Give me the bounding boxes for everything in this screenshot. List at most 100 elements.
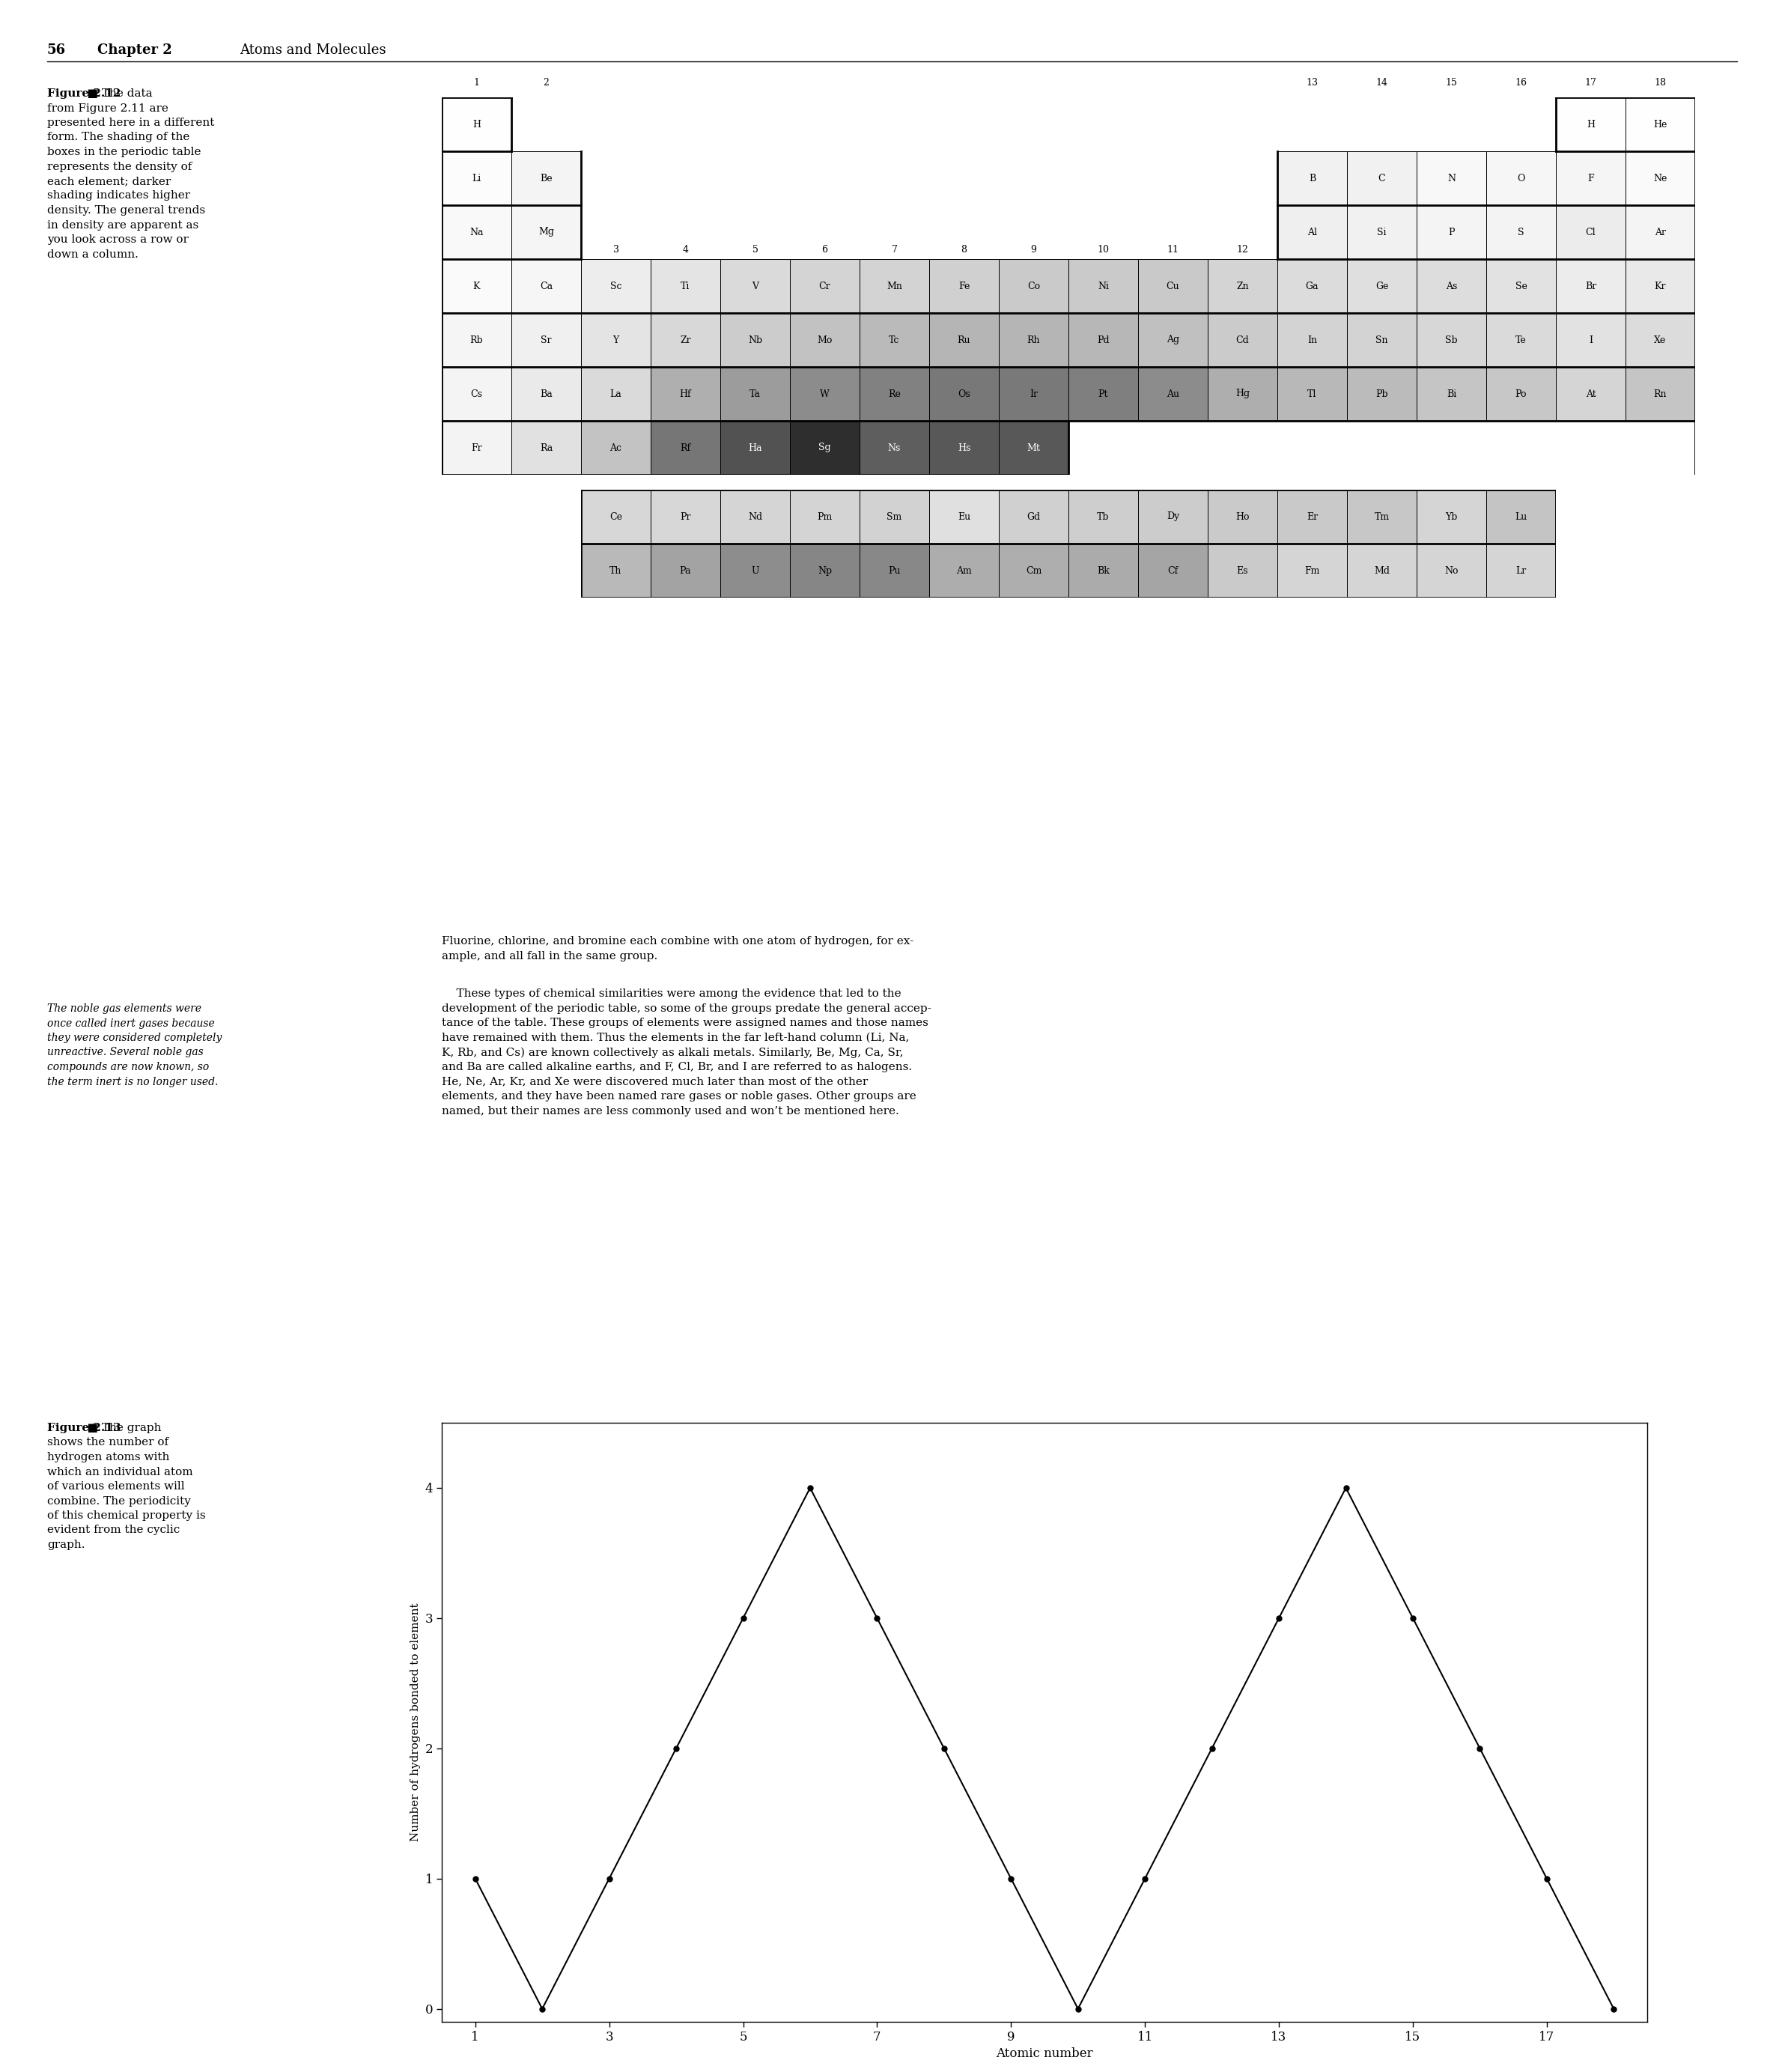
Text: 13: 13 [1307, 79, 1317, 87]
Bar [791, 367, 860, 421]
Bar [441, 259, 511, 313]
Text: Al: Al [1307, 228, 1317, 236]
Text: 15: 15 [1446, 79, 1457, 87]
Text: Th: Th [610, 566, 621, 576]
Bar [1278, 489, 1348, 543]
Text: ■ The data
from Figure 2.11 are
presented here in a different
form. The shading : ■ The data from Figure 2.11 are presente… [46, 89, 214, 259]
Bar [1487, 543, 1557, 597]
Text: Cu: Cu [1166, 282, 1180, 290]
Text: Ca: Ca [539, 282, 553, 290]
Bar [1626, 97, 1696, 151]
Text: Dy: Dy [1166, 512, 1180, 522]
Text: Tb: Tb [1098, 512, 1110, 522]
Bar [1278, 259, 1348, 313]
Bar [582, 543, 652, 597]
Text: Lr: Lr [1515, 566, 1526, 576]
Bar [652, 489, 721, 543]
Text: Xe: Xe [1655, 336, 1667, 344]
Bar [1487, 367, 1557, 421]
Bar [1000, 543, 1069, 597]
Bar [930, 367, 1000, 421]
Text: Ta: Ta [750, 390, 760, 398]
Bar [721, 543, 791, 597]
Text: Mn: Mn [887, 282, 901, 290]
Text: Bk: Bk [1098, 566, 1110, 576]
Text: These types of chemical similarities were among the evidence that led to the
dev: These types of chemical similarities wer… [441, 988, 932, 1117]
Text: Fm: Fm [1305, 566, 1319, 576]
Text: Rb: Rb [469, 336, 484, 344]
Text: Ag: Ag [1166, 336, 1180, 344]
Text: Zn: Zn [1237, 282, 1250, 290]
Text: Hg: Hg [1235, 390, 1250, 398]
Bar [1069, 543, 1139, 597]
Bar [1069, 367, 1139, 421]
Text: Yb: Yb [1446, 512, 1458, 522]
Bar [1417, 259, 1487, 313]
Bar [1278, 205, 1348, 259]
Bar [1417, 313, 1487, 367]
Text: Mo: Mo [818, 336, 832, 344]
Text: Li: Li [471, 174, 482, 182]
Text: 12: 12 [1237, 244, 1248, 255]
Text: Pm: Pm [818, 512, 832, 522]
Text: Fr: Fr [471, 443, 482, 452]
Bar [441, 367, 511, 421]
Bar [1487, 259, 1557, 313]
Text: Ru: Ru [957, 336, 971, 344]
Bar [441, 421, 511, 474]
Text: Fe: Fe [959, 282, 969, 290]
Text: U: U [751, 566, 759, 576]
Text: Pr: Pr [680, 512, 691, 522]
Text: Fluorine, chlorine, and bromine each combine with one atom of hydrogen, for ex-
: Fluorine, chlorine, and bromine each com… [441, 937, 914, 961]
Text: Y: Y [612, 336, 619, 344]
Text: Cf: Cf [1167, 566, 1178, 576]
Text: Cm: Cm [1026, 566, 1042, 576]
Text: 9: 9 [1030, 244, 1037, 255]
Bar [511, 259, 582, 313]
Text: 4: 4 [682, 244, 689, 255]
Text: Pd: Pd [1098, 336, 1110, 344]
Text: Re: Re [889, 390, 901, 398]
Bar [860, 313, 930, 367]
Bar [930, 543, 1000, 597]
Text: Gd: Gd [1026, 512, 1041, 522]
Text: Po: Po [1515, 390, 1526, 398]
Text: Ac: Ac [610, 443, 621, 452]
Bar [441, 97, 511, 151]
Text: Ba: Ba [539, 390, 553, 398]
Bar [582, 259, 652, 313]
Bar [1348, 543, 1417, 597]
Bar [1000, 421, 1069, 474]
Bar [1139, 259, 1208, 313]
Text: Cd: Cd [1235, 336, 1250, 344]
Bar [1417, 543, 1487, 597]
Text: C: C [1378, 174, 1385, 182]
Bar [1278, 367, 1348, 421]
Text: He: He [1653, 120, 1667, 128]
Bar [1069, 489, 1139, 543]
Bar [511, 421, 582, 474]
Text: La: La [610, 390, 621, 398]
Text: Ar: Ar [1655, 228, 1665, 236]
Text: Nd: Nd [748, 512, 762, 522]
Bar [1278, 151, 1348, 205]
Text: As: As [1446, 282, 1457, 290]
Bar [1000, 489, 1069, 543]
Bar [441, 151, 511, 205]
Bar [1557, 313, 1626, 367]
Text: Sm: Sm [887, 512, 901, 522]
Text: K: K [473, 282, 480, 290]
Text: Sc: Sc [610, 282, 621, 290]
Text: ■ The graph
shows the number of
hydrogen atoms with
which an individual atom
of : ■ The graph shows the number of hydrogen… [46, 1423, 205, 1550]
Bar [1626, 313, 1696, 367]
Text: Pu: Pu [889, 566, 901, 576]
Text: Au: Au [1167, 390, 1180, 398]
Bar [930, 313, 1000, 367]
Bar [1208, 489, 1278, 543]
Text: Lu: Lu [1515, 512, 1528, 522]
Text: Se: Se [1515, 282, 1526, 290]
Text: N: N [1448, 174, 1455, 182]
Bar [652, 543, 721, 597]
Text: 16: 16 [1515, 79, 1526, 87]
Text: Kr: Kr [1655, 282, 1665, 290]
